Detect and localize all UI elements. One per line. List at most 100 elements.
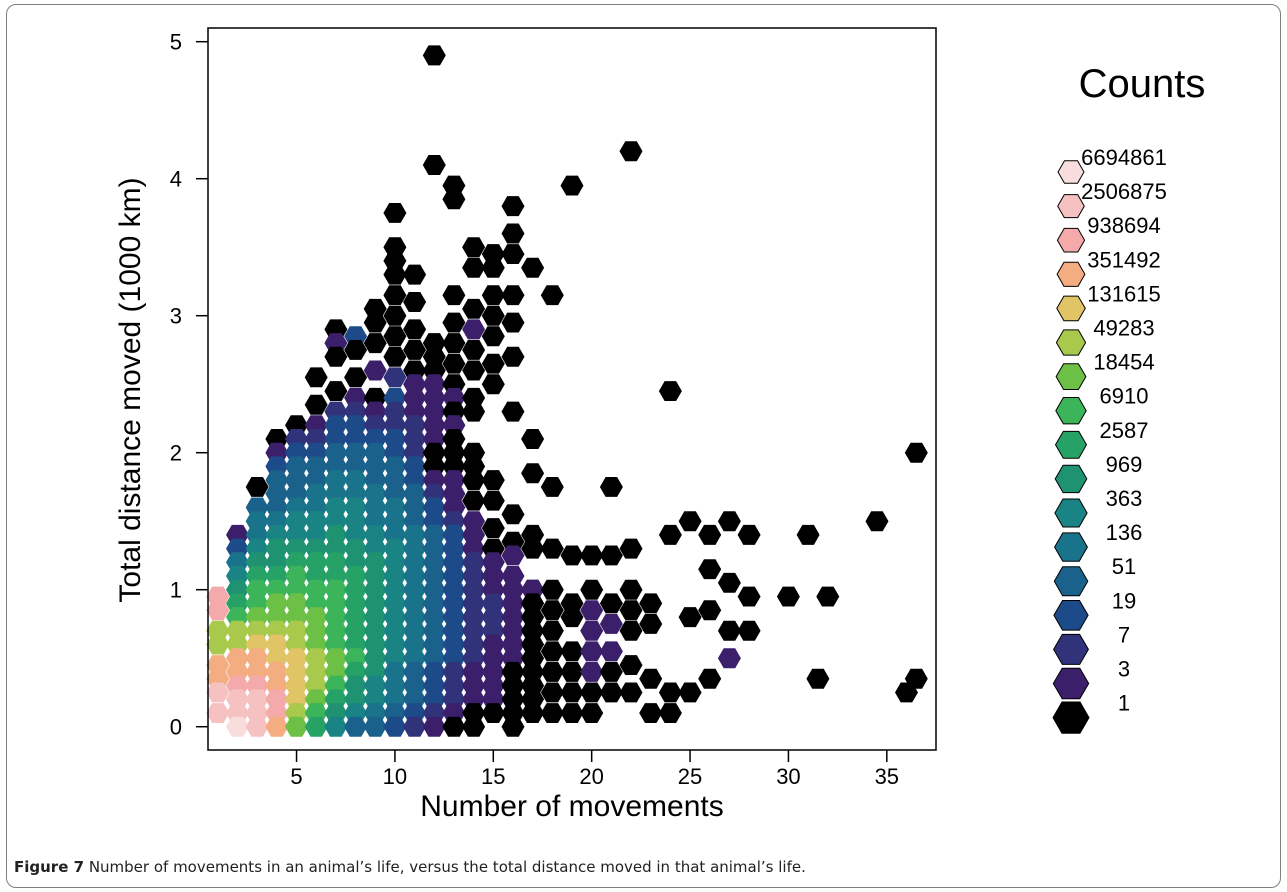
- hex-cell: [462, 491, 485, 511]
- hex-cell: [718, 573, 741, 593]
- legend-label: 2506875: [1081, 179, 1167, 204]
- hex-cell: [797, 525, 820, 545]
- hex-cell: [679, 607, 702, 627]
- hex-cell: [462, 470, 485, 490]
- x-tick-label: 20: [579, 764, 603, 789]
- figure-caption: Figure 7 Number of movements in an anima…: [14, 858, 806, 876]
- hex-cell: [521, 703, 544, 723]
- legend-swatch: [1057, 262, 1085, 286]
- hexbin-chart: 0 1 2 3 4 5 5 10 15 20 25 30 35 Number of movements…: [0, 0, 1287, 858]
- legend-swatch: [1056, 364, 1086, 390]
- hex-cell: [285, 717, 308, 737]
- hex-cell: [324, 381, 347, 401]
- hex-cell: [482, 306, 505, 326]
- hex-cell: [462, 299, 485, 319]
- hex-cell: [423, 717, 446, 737]
- hex-cell: [482, 374, 505, 394]
- hex-cell: [580, 641, 603, 661]
- hex-cell: [423, 155, 446, 175]
- hex-cell: [403, 319, 426, 339]
- hex-cell: [620, 580, 643, 600]
- hex-cell: [502, 313, 525, 333]
- hex-cell: [324, 717, 347, 737]
- hex-cell: [206, 683, 229, 703]
- hex-cell: [620, 141, 643, 161]
- hex-cell: [738, 587, 761, 607]
- hex-cell: [226, 717, 249, 737]
- hex-cell: [561, 662, 584, 682]
- hex-cell: [521, 593, 544, 613]
- hex-cell: [442, 717, 465, 737]
- x-tick-label: 5: [290, 764, 302, 789]
- hex-cell: [541, 621, 564, 641]
- caption-label: Figure 7: [14, 858, 84, 876]
- hex-cell: [383, 367, 406, 387]
- hex-cell: [442, 285, 465, 305]
- y-tick-label: 3: [170, 304, 182, 329]
- hex-cell: [659, 525, 682, 545]
- hex-cell: [462, 402, 485, 422]
- hex-cell: [659, 381, 682, 401]
- legend-swatch: [1056, 431, 1087, 458]
- hex-cell: [580, 546, 603, 566]
- hex-cell: [541, 683, 564, 703]
- legend-swatch: [1058, 161, 1084, 184]
- hex-cell: [305, 395, 328, 415]
- hex-cell: [600, 683, 623, 703]
- hex-cell: [442, 313, 465, 333]
- legend-label: 3: [1118, 657, 1130, 682]
- hex-cell: [738, 621, 761, 641]
- hex-cell: [344, 717, 367, 737]
- hex-cell: [305, 367, 328, 387]
- hex-cell: [206, 703, 229, 723]
- hex-cell: [482, 703, 505, 723]
- hex-cell: [866, 511, 889, 531]
- y-tick-label: 0: [170, 715, 182, 740]
- hex-cell: [482, 491, 505, 511]
- hex-cell: [639, 593, 662, 613]
- hex-cell: [541, 662, 564, 682]
- y-axis: 012345: [170, 30, 208, 740]
- hex-cell: [816, 587, 839, 607]
- hex-cell: [521, 258, 544, 278]
- hexbin-cells: [206, 45, 928, 736]
- legend-swatch: [1055, 499, 1087, 527]
- legend-swatch: [1056, 398, 1086, 424]
- hex-cell: [541, 580, 564, 600]
- hex-cell: [659, 703, 682, 723]
- hex-cell: [383, 203, 406, 223]
- hex-cell: [364, 717, 387, 737]
- hex-cell: [442, 354, 465, 374]
- hex-cell: [502, 285, 525, 305]
- legend: 6694861250687593869435149213161549283184…: [1053, 145, 1167, 733]
- hex-cell: [482, 518, 505, 538]
- legend-swatch: [1053, 702, 1089, 733]
- legend-label: 938694: [1087, 213, 1160, 238]
- hex-cell: [561, 641, 584, 661]
- legend-swatch: [1057, 296, 1086, 321]
- x-tick-label: 25: [678, 764, 702, 789]
- legend-swatch: [1055, 465, 1087, 492]
- hex-cell: [344, 340, 367, 360]
- hex-cell: [383, 306, 406, 326]
- hex-cell: [698, 525, 721, 545]
- hex-cell: [265, 717, 288, 737]
- x-tick-label: 30: [776, 764, 800, 789]
- hex-cell: [679, 511, 702, 531]
- hex-cell: [600, 641, 623, 661]
- hex-cell: [482, 326, 505, 346]
- legend-label: 6910: [1100, 384, 1149, 409]
- hex-cell: [659, 683, 682, 703]
- legend-label: 969: [1106, 452, 1143, 477]
- hex-cell: [462, 237, 485, 257]
- hex-cell: [620, 600, 643, 620]
- hex-cell: [383, 326, 406, 346]
- hex-cell: [698, 600, 721, 620]
- legend-swatch: [1054, 601, 1088, 631]
- legend-swatch: [1054, 567, 1088, 596]
- hex-cell: [541, 600, 564, 620]
- hex-cell: [561, 546, 584, 566]
- hex-cell: [580, 662, 603, 682]
- legend-label: 19: [1112, 588, 1136, 613]
- hex-cell: [600, 546, 623, 566]
